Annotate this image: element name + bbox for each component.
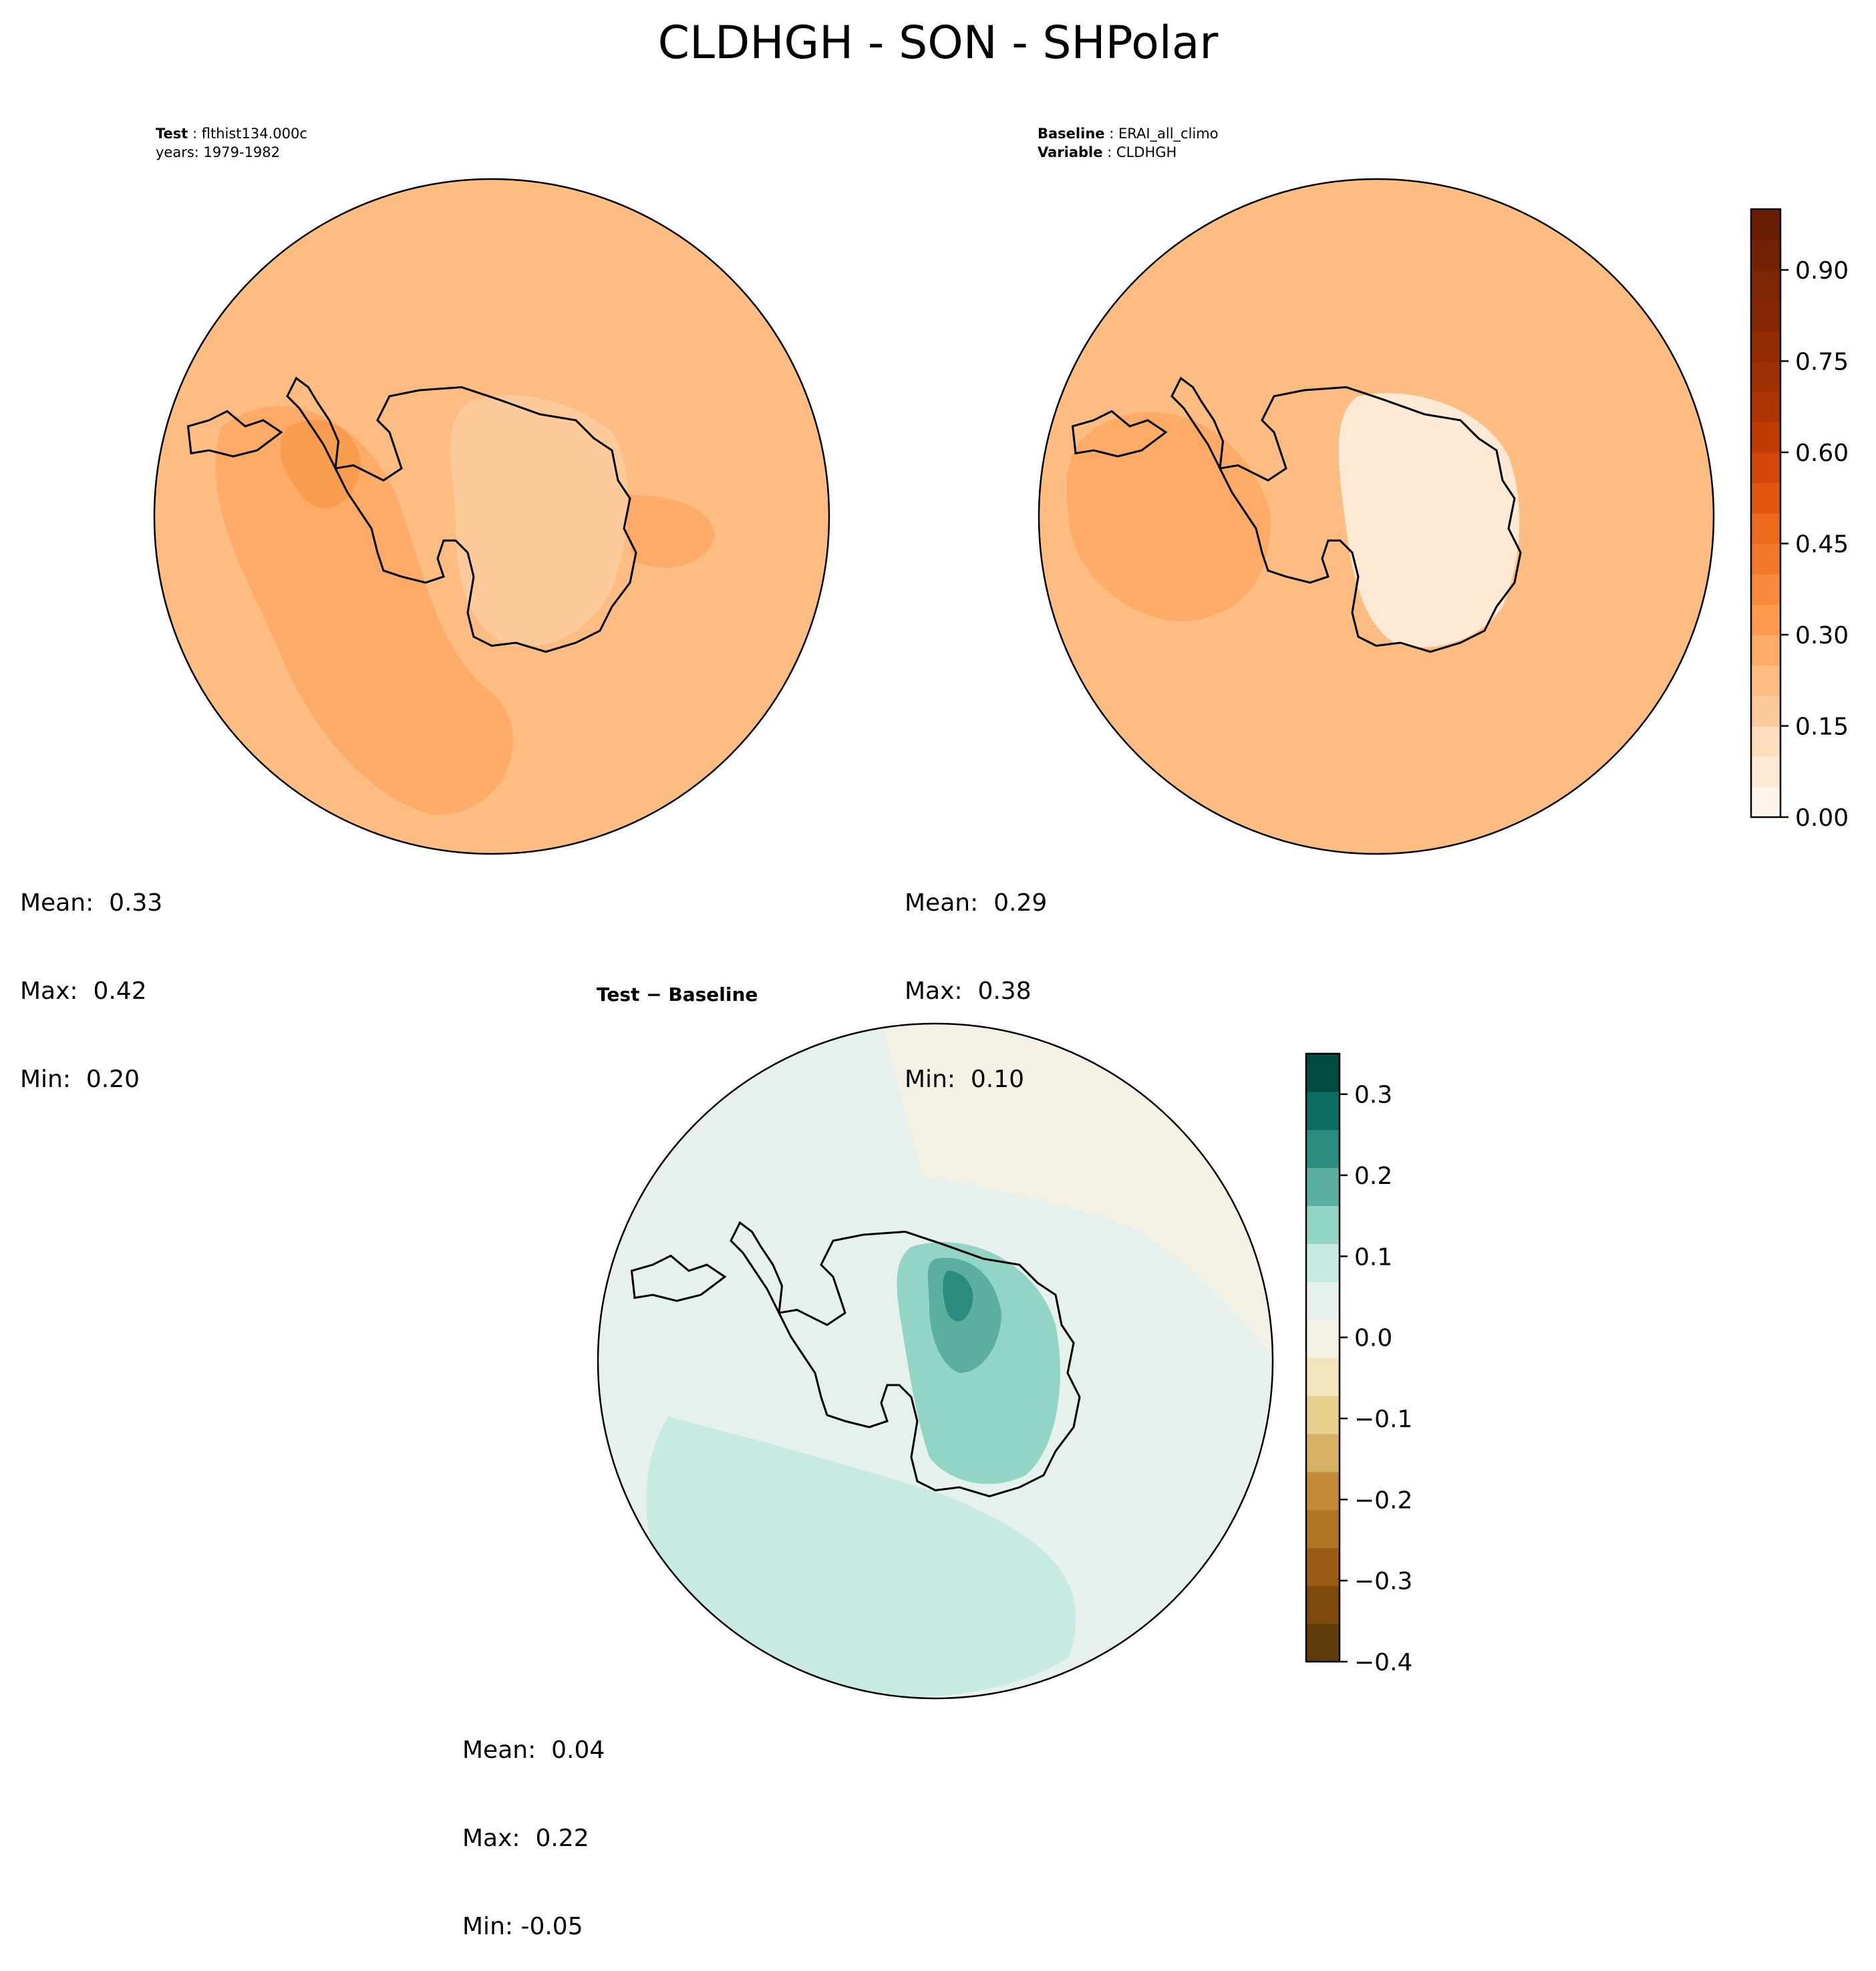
diff-map-positive-region: [646, 1416, 1076, 1697]
main-colorbar-swatch: [1751, 786, 1780, 818]
test-map-east-region: [615, 494, 715, 568]
main-colorbar-swatch: [1751, 300, 1780, 331]
main-colorbar-tick-label: 0.30: [1795, 622, 1849, 649]
diff-colorbar-swatch: [1306, 1509, 1340, 1548]
diff-stat-mean: Mean: 0.04: [462, 1736, 605, 1764]
baseline-label-sep: :: [1104, 126, 1118, 142]
diff-colorbar-swatch: [1306, 1281, 1340, 1320]
test-stat-max: Max: 0.42: [20, 977, 147, 1005]
main-colorbar-swatch: [1751, 482, 1780, 514]
baseline-map-interior-low: [1338, 393, 1520, 647]
diff-colorbar-tick-label: 0.0: [1354, 1325, 1392, 1352]
baseline-map: [1038, 178, 1715, 855]
diff-title: Test − Baseline: [597, 983, 758, 1006]
diff-colorbar-swatch: [1306, 1624, 1340, 1662]
baseline-map-high-region: [1066, 412, 1271, 621]
main-colorbar-tick-label: 0.75: [1795, 349, 1849, 376]
test-info: Test : flthist134.000c years: 1979-1982: [156, 124, 307, 162]
diff-colorbar-tick-label: 0.3: [1354, 1082, 1392, 1109]
main-colorbar-swatch: [1751, 209, 1780, 241]
test-map-boundary: [153, 178, 830, 855]
main-colorbar-swatch: [1751, 665, 1780, 696]
diff-colorbar-swatch: [1306, 1471, 1340, 1511]
main-colorbar-swatch: [1751, 696, 1780, 727]
baseline-stat-max: Max: 0.38: [905, 977, 1032, 1005]
main-colorbar-swatch: [1751, 361, 1780, 392]
diff-colorbar-swatch: [1306, 1243, 1340, 1282]
diff-colorbar-tick-label: 0.1: [1354, 1243, 1392, 1271]
diff-colorbar-swatch: [1306, 1129, 1340, 1169]
main-colorbar-swatch: [1751, 331, 1780, 362]
main-colorbar-swatch: [1751, 604, 1780, 635]
test-stats: Mean: 0.33 Max: 0.42 Min: 0.20: [20, 830, 162, 1124]
diff-colorbar-swatch: [1306, 1091, 1340, 1130]
main-colorbar-swatch: [1751, 635, 1780, 666]
baseline-label-key: Baseline: [1038, 126, 1105, 142]
test-label-value: flthist134.000c: [201, 126, 307, 142]
diff-colorbar-swatch: [1306, 1358, 1340, 1396]
variable-label-sep: :: [1102, 144, 1116, 160]
test-map-peak-region: [280, 420, 361, 508]
diff-stat-max: Max: 0.22: [462, 1825, 589, 1852]
diff-colorbar-frame: [1305, 1052, 1341, 1663]
diff-colorbar-swatch: [1306, 1433, 1340, 1473]
main-colorbar-tick-label: 0.15: [1795, 714, 1849, 741]
map-figure: 0.000.150.300.450.600.750.90 0.30.20.10.…: [153, 178, 1849, 1700]
test-label-sep: :: [188, 126, 202, 142]
baseline-map-boundary: [1038, 178, 1715, 855]
main-colorbar-tick-label: 0.00: [1795, 804, 1849, 832]
main-colorbar-frame: [1750, 208, 1782, 818]
diff-colorbar-swatch: [1306, 1585, 1340, 1624]
test-stat-min: Min: 0.20: [20, 1066, 140, 1093]
main-colorbar-tick-label: 0.90: [1795, 257, 1849, 285]
diff-colorbar-tick-label: −0.2: [1354, 1487, 1412, 1514]
test-years: years: 1979-1982: [156, 144, 281, 160]
diff-map-interior-max: [943, 1271, 973, 1322]
baseline-stat-min: Min: 0.10: [905, 1066, 1025, 1093]
main-colorbar-swatch: [1751, 543, 1780, 575]
diff-stats: Mean: 0.04 Max: 0.22 Min: -0.05: [462, 1677, 605, 1971]
test-map-high-region: [215, 406, 513, 815]
main-colorbar-swatch: [1751, 392, 1780, 423]
baseline-label-value: ERAI_all_climo: [1118, 126, 1219, 142]
diff-map-boundary: [597, 1022, 1274, 1700]
diff-stat-min: Min: -0.05: [462, 1913, 583, 1940]
main-colorbar-swatch: [1751, 239, 1780, 271]
main-colorbar-tick-label: 0.45: [1795, 531, 1849, 559]
diff-colorbar-swatch: [1306, 1395, 1340, 1434]
diff-colorbar-tick-label: −0.4: [1354, 1649, 1412, 1676]
diff-colorbar-swatch: [1306, 1205, 1340, 1244]
baseline-stats: Mean: 0.29 Max: 0.38 Min: 0.10: [905, 830, 1047, 1124]
diff-colorbar-swatch: [1306, 1167, 1340, 1207]
main-colorbar-swatch: [1751, 756, 1780, 788]
main-colorbar-swatch: [1751, 513, 1780, 545]
main-colorbar-swatch: [1751, 574, 1780, 605]
test-map: [153, 178, 830, 855]
main-colorbar-swatch: [1751, 452, 1780, 484]
diff-colorbar-swatch: [1306, 1547, 1340, 1586]
main-colorbar-tick-label: 0.60: [1795, 440, 1849, 467]
figure-title: CLDHGH - SON - SHPolar: [657, 17, 1219, 69]
baseline-stat-mean: Mean: 0.29: [905, 889, 1048, 917]
diff-colorbar-tick-label: −0.1: [1354, 1406, 1412, 1433]
diff-colorbar-swatch: [1306, 1054, 1340, 1092]
main-colorbar-swatch: [1751, 270, 1780, 301]
test-map-interior-low: [450, 395, 628, 647]
baseline-info: Baseline : ERAI_all_climo Variable : CLD…: [1038, 124, 1219, 162]
main-colorbar-swatch: [1751, 726, 1780, 757]
diff-colorbar: 0.3 0.2 0.1 0.0 −0.1 −0.2 −0.3 −0.4: [1305, 1052, 1412, 1676]
diff-colorbar-tick-label: −0.3: [1354, 1568, 1412, 1596]
test-label-key: Test: [156, 126, 188, 142]
test-stat-mean: Mean: 0.33: [20, 889, 163, 917]
variable-label-key: Variable: [1038, 144, 1103, 160]
main-colorbar: 0.00 0.15 0.30 0.45 0.60 0.75 0.90: [1750, 208, 1849, 832]
diff-colorbar-swatch: [1306, 1320, 1340, 1358]
diff-colorbar-tick-label: 0.2: [1354, 1163, 1392, 1190]
variable-label-value: CLDHGH: [1116, 144, 1177, 160]
main-colorbar-swatch: [1751, 422, 1780, 453]
